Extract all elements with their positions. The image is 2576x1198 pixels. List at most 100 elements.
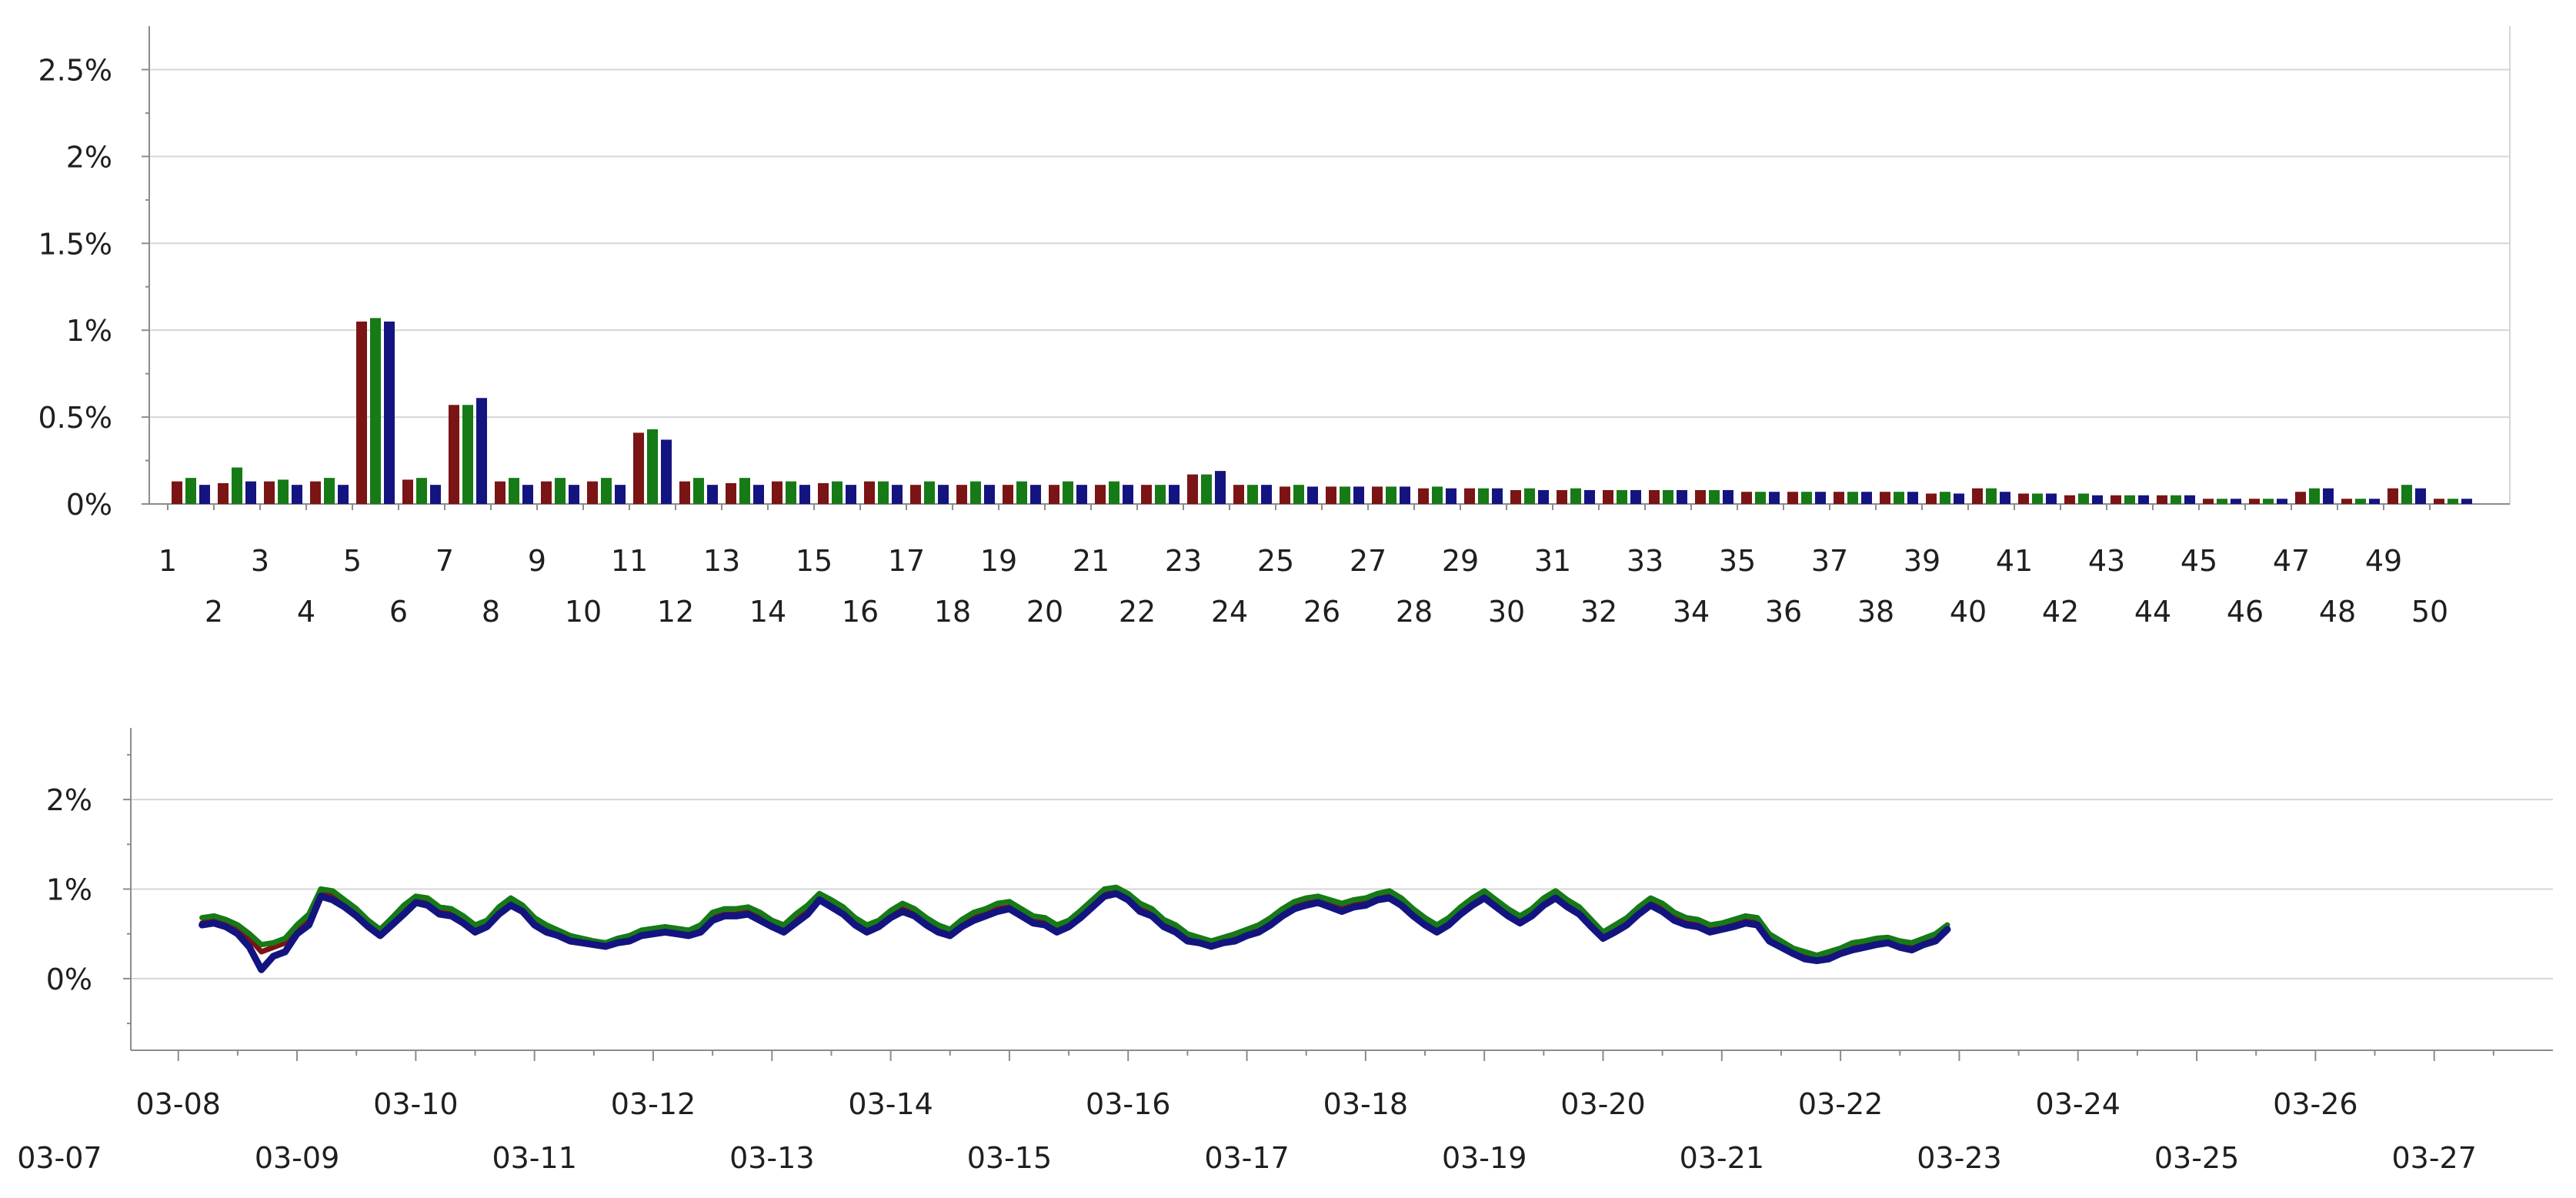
bar-s1-cat-17 [910, 485, 921, 504]
bar-chart-x-tick-label: 1 [158, 544, 177, 578]
bar-s3-cat-49 [2415, 488, 2426, 504]
bar-s2-cat-11 [647, 429, 658, 504]
bar-s3-cat-18 [984, 485, 995, 504]
bar-s1-cat-33 [1649, 489, 1660, 504]
bar-s2-cat-1 [185, 478, 196, 504]
line-chart-y-tick-label: 2% [46, 783, 92, 817]
bar-s2-cat-21 [1109, 481, 1119, 504]
bar-s3-cat-21 [1123, 485, 1133, 504]
bar-s3-cat-15 [846, 485, 856, 504]
bar-chart-x-tick-label: 15 [796, 544, 833, 578]
bar-s3-cat-43 [2138, 495, 2149, 504]
bar-s2-cat-29 [1478, 488, 1489, 504]
bar-s1-cat-12 [679, 481, 690, 504]
bar-s3-cat-34 [1723, 489, 1733, 504]
line-chart-y-tick-label: 0% [46, 963, 92, 996]
bar-s1-cat-28 [1418, 488, 1429, 504]
bar-chart-x-tick-label: 38 [1857, 595, 1894, 629]
line-chart-x-tick-label: 03-17 [1204, 1141, 1289, 1175]
line-chart-x-tick-label: 03-21 [1680, 1141, 1764, 1175]
bar-chart-x-tick-label: 27 [1350, 544, 1386, 578]
line-chart-x-tick-label: 03-10 [373, 1087, 458, 1121]
bar-s2-cat-34 [1709, 489, 1720, 504]
bar-s3-cat-8 [522, 485, 533, 504]
line-chart-x-tick-label: 03-11 [492, 1141, 576, 1175]
bar-s1-cat-9 [541, 481, 552, 504]
bar-s2-cat-32 [1617, 489, 1627, 504]
bar-s2-cat-47 [2309, 488, 2320, 504]
bar-s3-cat-1 [199, 485, 210, 504]
bar-s1-cat-48 [2341, 499, 2352, 504]
bar-s1-cat-16 [864, 481, 875, 504]
bar-s2-cat-5 [370, 318, 381, 504]
bar-s1-cat-36 [1787, 492, 1798, 504]
line-chart-x-tick-label: 03-18 [1323, 1087, 1408, 1121]
bar-s1-cat-8 [495, 481, 506, 504]
bar-s2-cat-27 [1386, 486, 1396, 504]
line-chart-x-tick-label: 03-23 [1917, 1141, 2001, 1175]
line-chart-x-tick-label: 03-15 [967, 1141, 1052, 1175]
bar-chart-x-tick-label: 17 [888, 544, 925, 578]
bar-s3-cat-30 [1538, 489, 1549, 504]
line-chart-x-tick-label: 03-25 [2154, 1141, 2239, 1175]
bar-s3-cat-9 [569, 485, 579, 504]
bar-s3-cat-29 [1492, 488, 1503, 504]
bar-s1-cat-40 [1972, 488, 1983, 504]
bar-s1-cat-45 [2203, 499, 2214, 504]
bar-s1-cat-30 [1510, 489, 1521, 504]
line-chart-x-tick-label: 03-22 [1798, 1087, 1883, 1121]
bar-s2-cat-38 [1894, 492, 1904, 504]
bar-s2-cat-41 [2032, 493, 2043, 504]
bar-s3-cat-5 [384, 321, 395, 504]
bar-s3-cat-36 [1815, 492, 1826, 504]
bar-s2-cat-33 [1663, 489, 1673, 504]
bar-chart-x-tick-label: 32 [1580, 595, 1617, 629]
line-chart-x-tick-label: 03-08 [136, 1087, 221, 1121]
bar-s1-cat-2 [218, 482, 229, 504]
bar-s2-cat-23 [1201, 474, 1212, 504]
bar-s1-cat-6 [402, 479, 413, 504]
bar-s2-cat-28 [1432, 486, 1443, 504]
bar-s2-cat-45 [2217, 499, 2227, 504]
bar-s1-cat-23 [1187, 474, 1198, 504]
bar-s3-cat-12 [707, 485, 718, 504]
bar-chart-x-tick-label: 45 [2181, 544, 2217, 578]
bar-s1-cat-19 [1003, 485, 1013, 504]
bar-s2-cat-26 [1340, 486, 1350, 504]
bar-s3-cat-41 [2046, 493, 2057, 504]
bar-chart-x-tick-label: 28 [1396, 595, 1433, 629]
bar-s2-cat-44 [2171, 495, 2181, 504]
bar-chart-x-tick-label: 47 [2273, 544, 2310, 578]
bar-s2-cat-24 [1247, 485, 1258, 504]
bar-s2-cat-43 [2124, 495, 2135, 504]
bar-s3-cat-2 [245, 481, 256, 504]
bar-s2-cat-20 [1063, 481, 1073, 504]
bar-s3-cat-25 [1307, 486, 1318, 504]
bar-s2-cat-9 [555, 478, 566, 504]
bar-chart-x-tick-label: 49 [2365, 544, 2402, 578]
bar-chart-x-tick-label: 14 [749, 595, 786, 629]
bar-chart-y-tick-label: 1% [66, 314, 112, 348]
bar-chart-x-tick-label: 46 [2227, 595, 2264, 629]
bar-s2-cat-17 [924, 481, 935, 504]
bar-chart-y-tick-label: 1.5% [38, 227, 112, 261]
bar-s3-cat-7 [476, 398, 487, 504]
bar-chart-x-tick-label: 8 [482, 595, 500, 629]
bar-s1-cat-46 [2249, 499, 2260, 504]
bar-chart-x-tick-label: 42 [2042, 595, 2079, 629]
bar-s2-cat-12 [693, 478, 704, 504]
bar-chart-x-tick-label: 40 [1950, 595, 1987, 629]
bar-chart-x-tick-label: 41 [1996, 544, 2033, 578]
bar-s3-cat-31 [1584, 489, 1595, 504]
bar-s1-cat-14 [772, 481, 782, 504]
line-chart-x-tick-label: 03-26 [2273, 1087, 2357, 1121]
bar-s2-cat-37 [1847, 492, 1858, 504]
bar-chart-x-tick-label: 20 [1026, 595, 1063, 629]
bar-s3-cat-28 [1446, 488, 1457, 504]
bar-s3-cat-42 [2092, 495, 2103, 504]
bar-s1-cat-35 [1741, 492, 1752, 504]
bar-s1-cat-7 [449, 405, 459, 504]
bar-s2-cat-15 [832, 481, 843, 504]
